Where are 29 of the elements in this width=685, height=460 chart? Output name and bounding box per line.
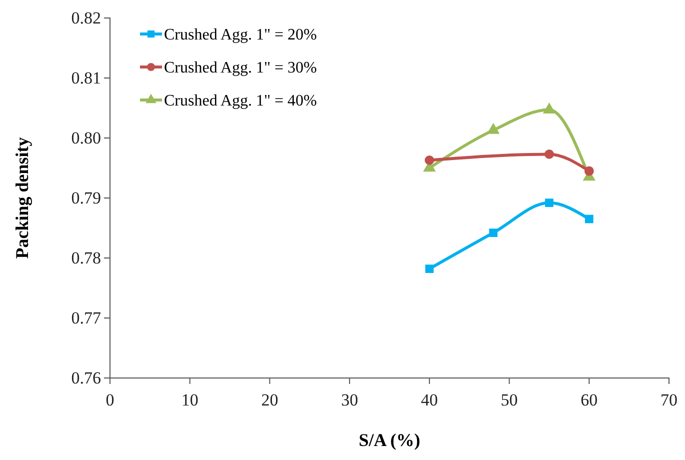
point — [424, 155, 434, 165]
point — [489, 228, 498, 237]
x-tick-label: 70 — [660, 390, 678, 410]
x-tick-label: 10 — [181, 390, 198, 410]
x-tick-label: 40 — [420, 390, 438, 410]
y-tick-label: 0.78 — [71, 248, 101, 268]
y-tick-label: 0.77 — [71, 308, 102, 328]
x-tick-label: 0 — [106, 390, 114, 410]
x-tick-label: 60 — [580, 390, 598, 410]
x-tick-label: 20 — [261, 390, 278, 410]
y-tick-label: 0.76 — [71, 368, 101, 388]
point — [545, 198, 554, 207]
legend-label: Crushed Agg. 1" = 40% — [164, 92, 317, 110]
legend-label: Crushed Agg. 1" = 20% — [164, 26, 317, 44]
point — [544, 149, 554, 159]
point — [425, 264, 434, 273]
y-tick-label: 0.80 — [71, 128, 101, 148]
point — [584, 214, 594, 224]
point — [486, 122, 500, 134]
x-tick-label: 30 — [341, 390, 358, 410]
y-tick-label: 0.79 — [71, 188, 101, 208]
y-tick-label: 0.81 — [71, 68, 101, 88]
x-tick-label: 50 — [500, 390, 518, 410]
point — [584, 166, 594, 176]
point — [542, 102, 556, 114]
legend-label: Crushed Agg. 1" = 30% — [164, 60, 317, 77]
y-axis-title: Packing density — [12, 137, 32, 259]
x-axis-title: S/A (%) — [358, 430, 420, 450]
y-tick-label: 0.82 — [71, 8, 101, 28]
